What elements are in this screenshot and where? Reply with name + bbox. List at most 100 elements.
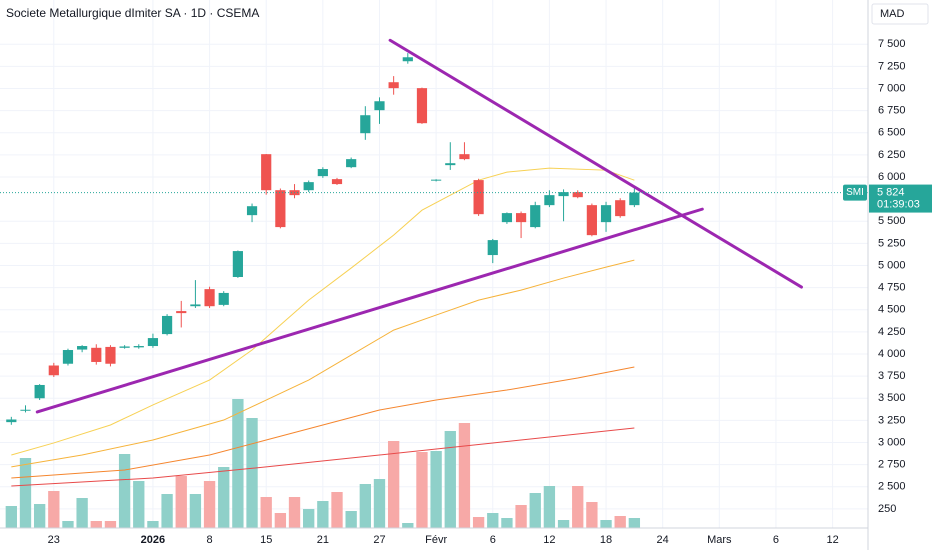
y-tick-label: 2 750 [878, 459, 906, 471]
candle-body [91, 347, 102, 362]
volume-bar [501, 518, 513, 528]
last-price-label: 5 824 [877, 186, 905, 198]
candle-body [62, 350, 74, 364]
x-tick-label: 18 [600, 534, 612, 546]
candle-body [218, 292, 229, 305]
candle-body [374, 101, 385, 111]
y-tick-label: 4 750 [878, 282, 906, 294]
volume-bar [288, 497, 301, 528]
x-tick-label: 6 [773, 534, 779, 546]
x-tick-label: 21 [317, 534, 329, 546]
volume-bar [218, 467, 230, 528]
x-tick-label: 12 [543, 534, 555, 546]
candle-body [34, 384, 45, 399]
x-tick-label: 27 [373, 534, 385, 546]
x-tick-label: 12 [826, 534, 838, 546]
volume-bar [175, 476, 187, 528]
candle-body [77, 346, 88, 350]
y-tick-label: 7 000 [878, 82, 906, 94]
axes: 7 500 7 250 7 000 6 750 6 500 6 250 6 000 5 500… [0, 38, 906, 546]
volume-bar [529, 493, 541, 528]
y-tick-label: 7 250 [878, 60, 906, 72]
last-price-name: SMI [846, 187, 864, 198]
volume-bar [62, 521, 74, 528]
y-tick-label: 3 250 [878, 414, 906, 426]
candle-body [147, 338, 159, 347]
currency-box[interactable] [871, 3, 929, 25]
volume-bar [430, 451, 442, 528]
currency[interactable]: MAD [880, 8, 905, 20]
candle-body [346, 159, 357, 168]
volume-bar [90, 521, 102, 528]
x-tick-label: 23 [48, 534, 60, 546]
x-tick-label: 2026 [141, 534, 165, 546]
y-tick-label: 5 250 [878, 237, 906, 249]
candle-body [586, 205, 597, 236]
countdown: 01:39:03 [877, 198, 920, 210]
volume-bar [557, 520, 570, 528]
candle-body [176, 311, 187, 314]
candle-body [431, 179, 442, 181]
volume-bar [203, 481, 216, 528]
volume-bar [232, 399, 244, 528]
volume-bar [515, 505, 527, 528]
moving-average [11, 366, 635, 479]
x-tick-label: Mars [707, 534, 732, 546]
candle-body [261, 154, 272, 191]
grid [0, 0, 868, 528]
y-tick-label: 3 500 [878, 392, 906, 404]
volume-bar [458, 423, 471, 528]
candle-body [600, 205, 612, 223]
candle-body [275, 190, 286, 228]
chart-title: Societe Metallurgique dImiter SA · 1D · … [6, 6, 259, 20]
y-tick-label: 250 [878, 503, 896, 515]
x-tick-label: Févr [425, 534, 447, 546]
x-tick-label: 8 [207, 534, 213, 546]
candle-body [360, 115, 371, 134]
candle-body [232, 251, 243, 278]
volume-bar [19, 458, 32, 528]
y-tick-label: 5 500 [878, 215, 906, 227]
trendline [388, 38, 803, 289]
candle-body [317, 169, 328, 177]
moving-average [11, 167, 635, 456]
moving-average [11, 259, 635, 468]
y-tick-label: 6 500 [878, 127, 906, 139]
candle-body [303, 182, 314, 191]
volume-bar [416, 452, 428, 528]
candle-body [445, 163, 456, 166]
volume-bar [543, 486, 556, 528]
candle-body [119, 346, 130, 348]
volume-bar [345, 511, 357, 528]
volume-bar [359, 484, 371, 528]
candle-body [416, 88, 428, 124]
x-tick-label: 24 [657, 534, 669, 546]
y-tick-label: 6 250 [878, 149, 906, 161]
candle-body [501, 213, 513, 223]
candle-body [558, 192, 569, 197]
volume-bar [331, 492, 343, 528]
last-price-box [869, 184, 932, 213]
y-tick-label: 7 500 [878, 38, 906, 50]
y-tick-label: 4 250 [878, 326, 906, 338]
y-tick-label: 4 000 [878, 348, 906, 360]
candle-body [515, 213, 527, 223]
candle-body [402, 57, 413, 62]
volume-bar [76, 498, 88, 528]
candle-body [331, 179, 343, 185]
y-tick-label: 5 000 [878, 259, 906, 271]
candle-body [629, 192, 640, 206]
candle-body [161, 315, 173, 335]
plot-area [0, 38, 868, 528]
candle-body [246, 206, 258, 216]
candle-body [572, 192, 583, 198]
volume-bar [189, 494, 202, 528]
volume-bar [572, 486, 584, 528]
volume-bar [161, 494, 173, 528]
y-tick-label: 3 750 [878, 370, 906, 382]
volume-bar [104, 521, 117, 528]
candle-body [459, 154, 470, 160]
candle-body [20, 409, 31, 411]
candle-body [530, 205, 541, 228]
